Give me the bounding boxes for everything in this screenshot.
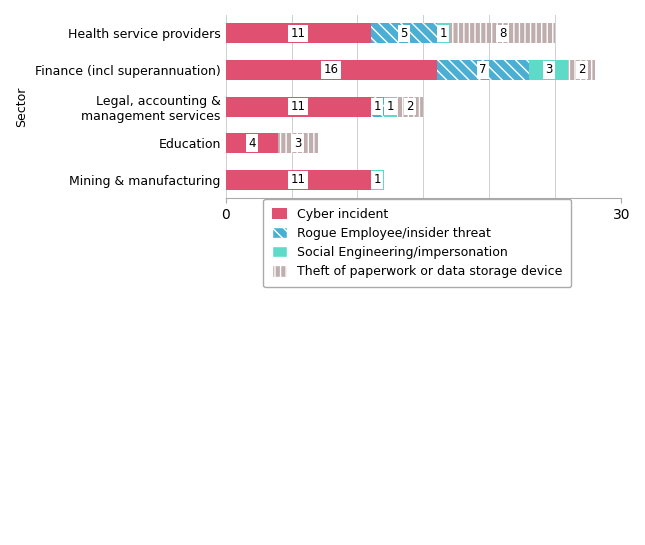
Bar	[371, 96, 384, 117]
Bar	[226, 133, 278, 153]
Text: 16: 16	[324, 63, 339, 76]
Text: 2: 2	[578, 63, 586, 76]
Text: 1: 1	[387, 100, 394, 113]
Text: 1: 1	[373, 100, 381, 113]
Text: 11: 11	[291, 27, 306, 40]
Bar	[226, 96, 371, 117]
Bar	[371, 23, 437, 44]
Bar	[397, 96, 423, 117]
Text: 8: 8	[499, 27, 506, 40]
Bar	[371, 169, 384, 190]
Y-axis label: Sector: Sector	[15, 86, 28, 127]
Bar	[437, 23, 450, 44]
Text: 11: 11	[291, 173, 306, 186]
Text: 1: 1	[373, 173, 381, 186]
Text: 2: 2	[406, 100, 414, 113]
Bar	[278, 133, 318, 153]
Bar	[529, 60, 568, 80]
Bar	[226, 169, 371, 190]
Bar	[226, 60, 437, 80]
Text: 1: 1	[439, 27, 447, 40]
Bar	[568, 60, 595, 80]
Bar	[437, 60, 529, 80]
Bar	[384, 96, 397, 117]
Text: 5: 5	[400, 27, 407, 40]
Bar	[450, 23, 555, 44]
X-axis label: Number of notifications: Number of notifications	[350, 227, 497, 240]
Text: 7: 7	[479, 63, 486, 76]
Bar	[226, 23, 371, 44]
Legend: Cyber incident, Rogue Employee/insider threat, Social Engineering/impersonation,: Cyber incident, Rogue Employee/insider t…	[263, 199, 571, 287]
Text: 4: 4	[248, 137, 255, 150]
Text: 3: 3	[545, 63, 552, 76]
Text: 3: 3	[294, 137, 302, 150]
Text: 11: 11	[291, 100, 306, 113]
